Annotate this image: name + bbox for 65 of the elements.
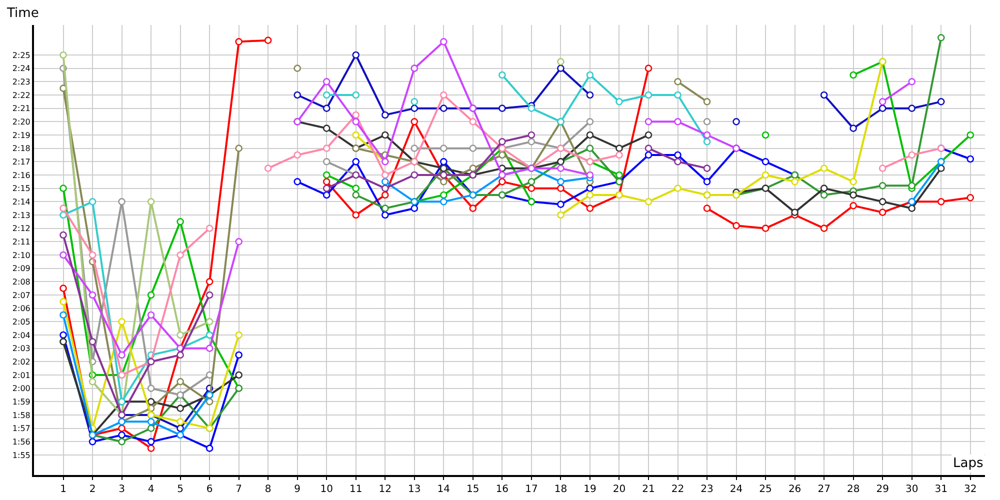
x-tick-label: 20 [612, 484, 626, 495]
x-tick-label: 28 [846, 484, 860, 495]
x-tick-label: 10 [320, 484, 333, 495]
y-tick-label: 2:21 [12, 104, 30, 114]
x-tick-label: 17 [525, 484, 538, 495]
x-tick-label: 11 [350, 484, 362, 495]
x-tick-label: 27 [818, 484, 830, 495]
x-tick-label: 1 [60, 484, 66, 495]
y-tick-label: 2:06 [12, 304, 30, 314]
y-tick-label: 2:25 [12, 50, 30, 60]
y-tick-label: 2:00 [12, 384, 30, 394]
y-tick-label: 2:16 [12, 170, 30, 180]
y-tick-label: 2:19 [12, 130, 30, 140]
y-tick-label: 2:24 [12, 64, 30, 74]
x-tick-label: 31 [934, 484, 948, 495]
x-tick-label: 14 [437, 484, 450, 495]
y-tick-label: 1:56 [12, 437, 30, 446]
x-tick-label: 29 [876, 484, 889, 495]
y-tick-label: 2:13 [12, 210, 30, 220]
x-tick-label: 22 [671, 484, 684, 495]
x-tick-label: 6 [206, 484, 213, 495]
y-tick-label: 2:09 [12, 264, 30, 274]
x-tick-label: 9 [294, 484, 301, 495]
x-tick-label: 5 [177, 484, 184, 495]
x-tick-label: 13 [408, 484, 421, 495]
x-tick-label: 4 [148, 484, 154, 495]
y-tick-label: 2:22 [12, 90, 30, 100]
y-tick-label: 1:59 [12, 397, 30, 406]
x-tick-label: 12 [378, 484, 392, 495]
y-tick-label: 2:23 [12, 77, 30, 86]
x-tick-label: 18 [554, 484, 568, 495]
y-axis-title: Time [6, 6, 39, 21]
x-tick-label: 16 [496, 484, 509, 495]
y-tick-label: 1:55 [12, 450, 30, 460]
y-tick-label: 2:07 [12, 290, 30, 300]
x-tick-label: 21 [642, 484, 655, 495]
x-tick-label: 2 [89, 484, 96, 495]
y-tick-label: 2:08 [12, 277, 30, 286]
y-tick-label: 2:14 [12, 197, 30, 206]
y-tick-label: 2:03 [12, 344, 30, 354]
y-tick-label: 2:04 [12, 330, 30, 340]
x-tick-label: 23 [700, 484, 714, 495]
x-tick-label: 30 [905, 484, 918, 495]
x-tick-label: 15 [466, 484, 480, 495]
x-tick-label: 32 [964, 484, 977, 495]
y-tick-label: 1:57 [12, 424, 30, 434]
x-tick-label: 8 [264, 484, 272, 495]
y-tick-label: 2:02 [12, 357, 30, 366]
x-tick-label: 3 [118, 484, 125, 495]
y-tick-label: 2:20 [12, 117, 30, 126]
x-tick-label: 7 [236, 484, 242, 495]
y-tick-label: 2:11 [12, 237, 30, 246]
x-tick-label: 26 [788, 484, 802, 495]
x-tick-label: 19 [584, 484, 596, 495]
y-tick-label: 2:18 [12, 144, 30, 154]
y-tick-label: 2:05 [12, 317, 30, 326]
y-tick-label: 1:58 [12, 410, 30, 420]
y-tick-label: 2:01 [12, 370, 30, 380]
x-axis-title: Laps [953, 456, 984, 471]
y-tick-label: 2:17 [12, 157, 30, 166]
x-tick-label: 24 [730, 484, 743, 495]
y-tick-label: 2:10 [12, 250, 30, 260]
y-tick-label: 2:12 [12, 224, 30, 234]
y-tick-label: 2:15 [12, 184, 30, 194]
x-tick-label: 25 [759, 484, 772, 495]
